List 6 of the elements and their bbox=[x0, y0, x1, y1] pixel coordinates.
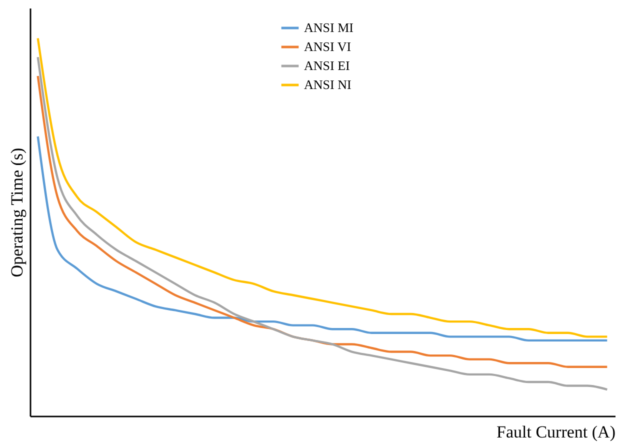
legend-label: ANSI EI bbox=[304, 58, 350, 73]
legend-label: ANSI NI bbox=[304, 77, 352, 92]
legend-label: ANSI VI bbox=[304, 39, 352, 54]
x-axis-title: Fault Current (A) bbox=[496, 422, 616, 442]
y-axis-title: Operating Time (s) bbox=[8, 148, 26, 278]
legend-label: ANSI MI bbox=[304, 20, 354, 35]
